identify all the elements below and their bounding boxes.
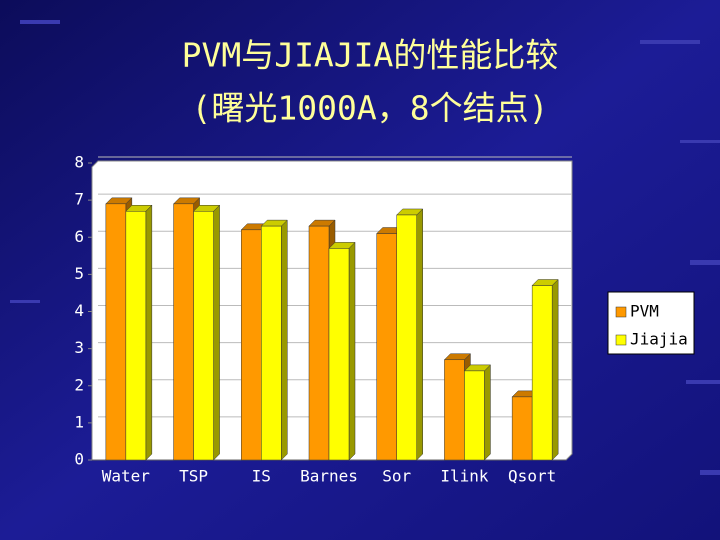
x-tick-label: IS bbox=[252, 467, 271, 486]
bar-side-face bbox=[213, 204, 220, 461]
bar bbox=[376, 233, 397, 461]
x-tick-label: Water bbox=[102, 467, 151, 486]
bar bbox=[308, 225, 330, 461]
x-tick-label: Barnes bbox=[300, 467, 358, 486]
y-tick-label: 1 bbox=[74, 412, 84, 431]
bar-side-face bbox=[145, 204, 153, 461]
y-tick-label: 6 bbox=[74, 227, 84, 246]
y-tick-label: 5 bbox=[74, 264, 84, 283]
y-tick-label: 3 bbox=[74, 338, 84, 357]
bar bbox=[105, 203, 127, 461]
bar bbox=[193, 211, 214, 461]
bar-side-face bbox=[281, 219, 288, 461]
legend-label: PVM bbox=[630, 302, 659, 321]
bar bbox=[241, 229, 262, 461]
x-tick-label: Qsort bbox=[508, 467, 556, 486]
bar bbox=[511, 396, 533, 461]
y-tick-label: 0 bbox=[74, 450, 84, 469]
y-tick-label: 4 bbox=[74, 301, 84, 320]
background-decoration bbox=[10, 20, 720, 475]
legend-swatch bbox=[615, 334, 627, 346]
x-tick-label: Ilink bbox=[440, 467, 489, 486]
bar bbox=[464, 370, 485, 461]
bar-side-face bbox=[484, 364, 491, 461]
chart-title: PVM与JIAJIA的性能比较 bbox=[182, 36, 559, 75]
y-tick-label: 2 bbox=[74, 375, 84, 394]
bar bbox=[173, 203, 194, 461]
bar bbox=[444, 359, 465, 461]
bar-side-face bbox=[551, 278, 559, 461]
x-tick-label: Sor bbox=[382, 467, 411, 486]
bar bbox=[396, 214, 417, 461]
bar-side-face bbox=[348, 241, 356, 461]
bar bbox=[261, 225, 282, 461]
legend-label: Jiajia bbox=[630, 330, 688, 349]
y-tick-label: 7 bbox=[74, 190, 84, 209]
bar bbox=[328, 248, 350, 461]
x-tick-label: TSP bbox=[179, 467, 208, 486]
y-tick-label: 8 bbox=[74, 153, 84, 172]
bar bbox=[125, 211, 147, 461]
chart-subtitle: (曙光1000A，8个结点) bbox=[192, 89, 549, 128]
bar-side-face bbox=[416, 208, 423, 461]
legend-swatch bbox=[615, 306, 627, 318]
bar bbox=[531, 285, 553, 461]
